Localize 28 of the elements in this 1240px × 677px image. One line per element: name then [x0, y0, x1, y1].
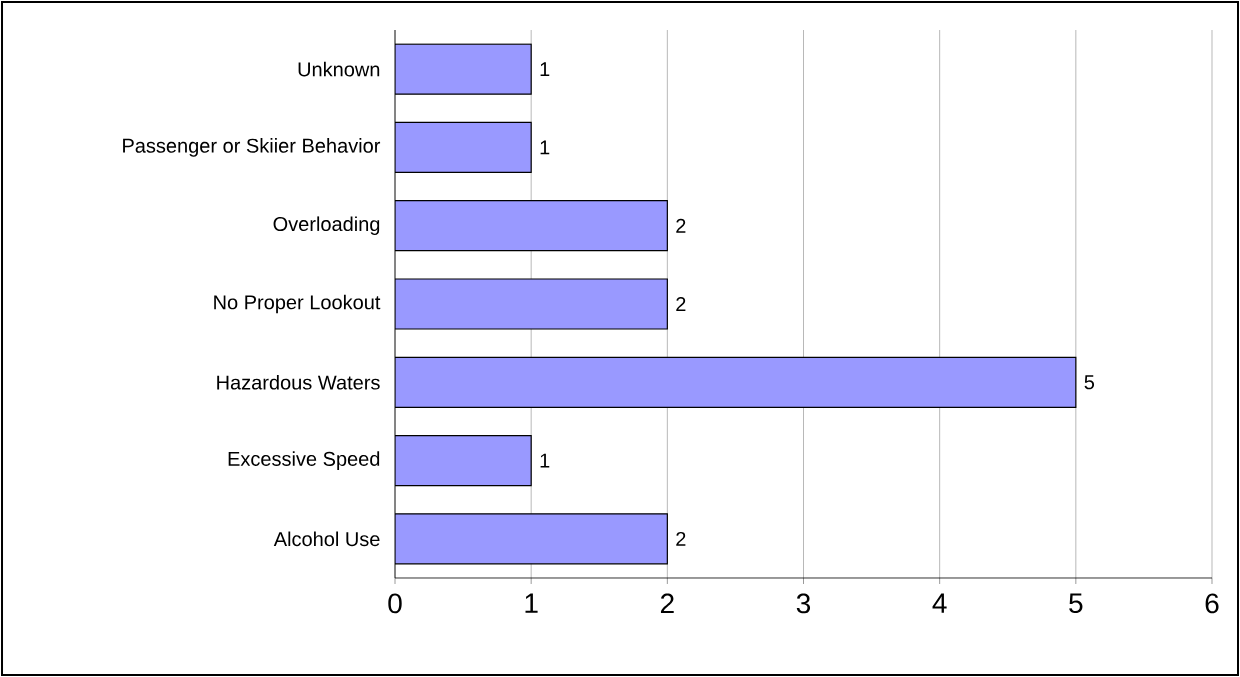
data-label: 2 [676, 218, 686, 233]
data-label: 1 [540, 140, 550, 155]
y-tick-label: Unknown [298, 61, 380, 77]
bar [395, 278, 668, 330]
x-tick-label: 6 [1205, 593, 1219, 614]
y-tick-label: Passenger or Skiier Behavior [123, 138, 381, 157]
bar [395, 200, 668, 252]
x-tick-label: 5 [1069, 593, 1083, 614]
data-label: 2 [676, 531, 686, 546]
x-tick-label: 3 [796, 593, 811, 614]
bar [395, 121, 532, 174]
data-label: 1 [540, 453, 550, 468]
x-tick-label: 2 [660, 593, 674, 614]
data-label: 2 [676, 297, 686, 311]
y-tick-label: Overloading [273, 216, 380, 236]
x-tick-label: 0 [388, 593, 402, 614]
x-tick-label: 4 [932, 593, 947, 613]
y-tick-label: No Proper Lookout [214, 294, 381, 314]
bar [395, 356, 1077, 408]
bar [395, 513, 668, 565]
y-tick-label: Excessive Speed [228, 451, 380, 470]
data-label: 5 [1084, 375, 1095, 390]
data-label: 1 [540, 62, 550, 77]
x-tick-label: 1 [525, 593, 538, 613]
bar [395, 43, 532, 95]
y-tick-label: Alcohol Use [273, 531, 380, 547]
y-tick-label: Hazardous Waters [217, 374, 380, 390]
bar [395, 434, 532, 487]
